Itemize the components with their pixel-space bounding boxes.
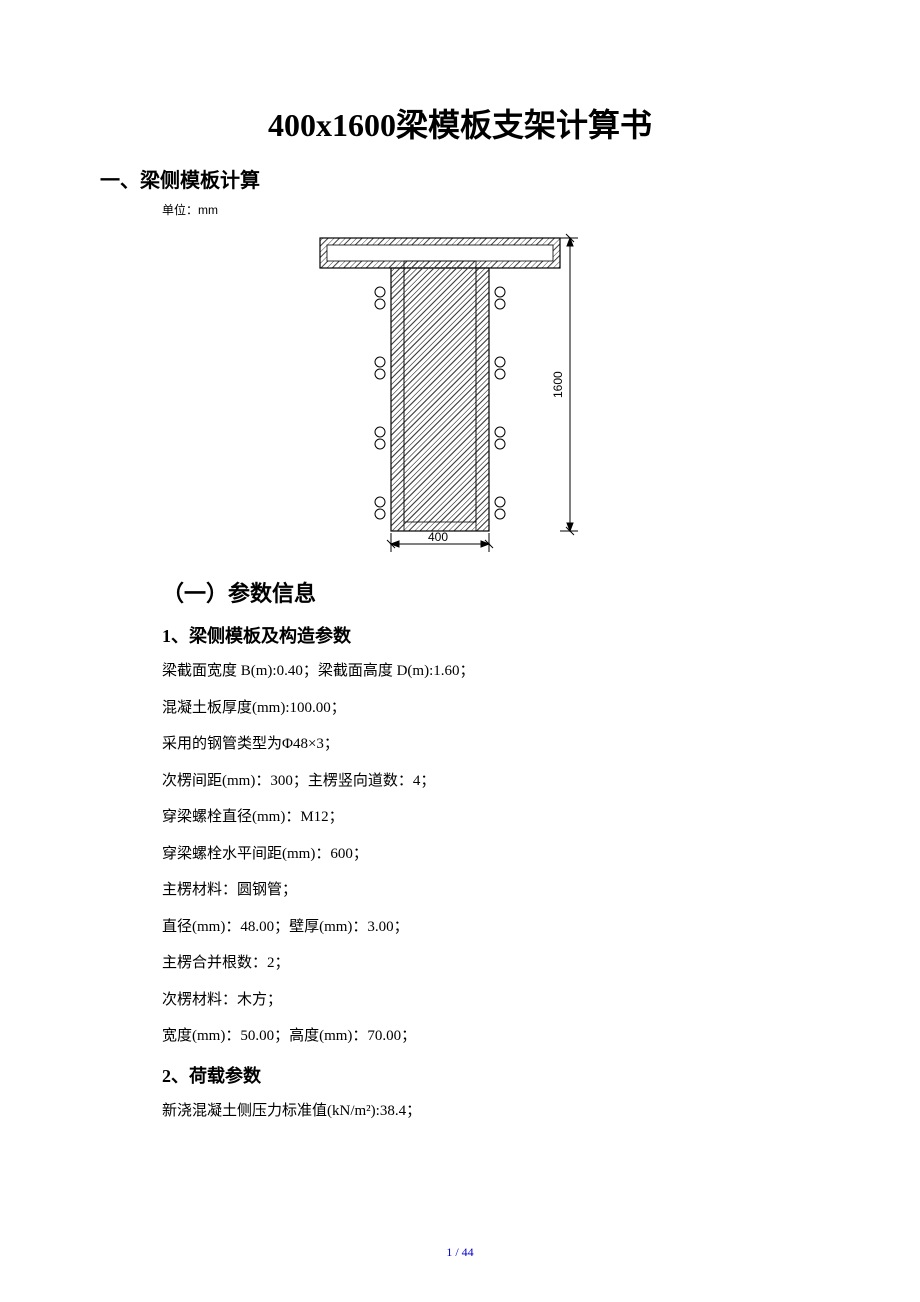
dimension-height-label: 1600 — [551, 371, 565, 398]
param-line: 次楞材料：木方； — [162, 989, 820, 1012]
page-number: 1 / 44 — [0, 1245, 920, 1260]
beam-cross-section-diagram: 1600 400 — [310, 228, 610, 558]
dimension-width-label: 400 — [428, 530, 448, 544]
web-form-left — [391, 268, 404, 531]
param-line: 主楞合并根数：2； — [162, 952, 820, 975]
subsection-1a-heading: （一）参数信息 — [162, 576, 820, 608]
param-group-2-heading: 2、荷载参数 — [162, 1062, 820, 1088]
flange-inner — [327, 245, 553, 261]
param-line: 直径(mm)：48.00；壁厚(mm)：3.00； — [162, 916, 820, 939]
param-line: 宽度(mm)：50.00；高度(mm)：70.00； — [162, 1025, 820, 1048]
param-line: 采用的钢管类型为Φ48×3； — [162, 733, 820, 756]
section-1-heading: 一、梁侧模板计算 — [100, 164, 820, 193]
param-line: 主楞材料：圆钢管； — [162, 879, 820, 902]
diagram-container: 1600 400 — [100, 228, 820, 558]
document-title: 400x1600梁模板支架计算书 — [100, 100, 820, 146]
document-page: 400x1600梁模板支架计算书 一、梁侧模板计算 单位：mm — [0, 0, 920, 1302]
param-line: 混凝土板厚度(mm):100.00； — [162, 697, 820, 720]
param-line: 穿梁螺栓直径(mm)：M12； — [162, 806, 820, 829]
param-line: 穿梁螺栓水平间距(mm)：600； — [162, 843, 820, 866]
param-line: 新浇混凝土侧压力标准值(kN/m²):38.4； — [162, 1100, 820, 1123]
web-inner — [404, 261, 476, 522]
param-line: 梁截面宽度 B(m):0.40；梁截面高度 D(m):1.60； — [162, 660, 820, 683]
unit-label: 单位：mm — [162, 201, 820, 218]
param-line: 次楞间距(mm)：300；主楞竖向道数：4； — [162, 770, 820, 793]
web-form-right — [476, 268, 489, 531]
param-group-1-heading: 1、梁侧模板及构造参数 — [162, 622, 820, 648]
